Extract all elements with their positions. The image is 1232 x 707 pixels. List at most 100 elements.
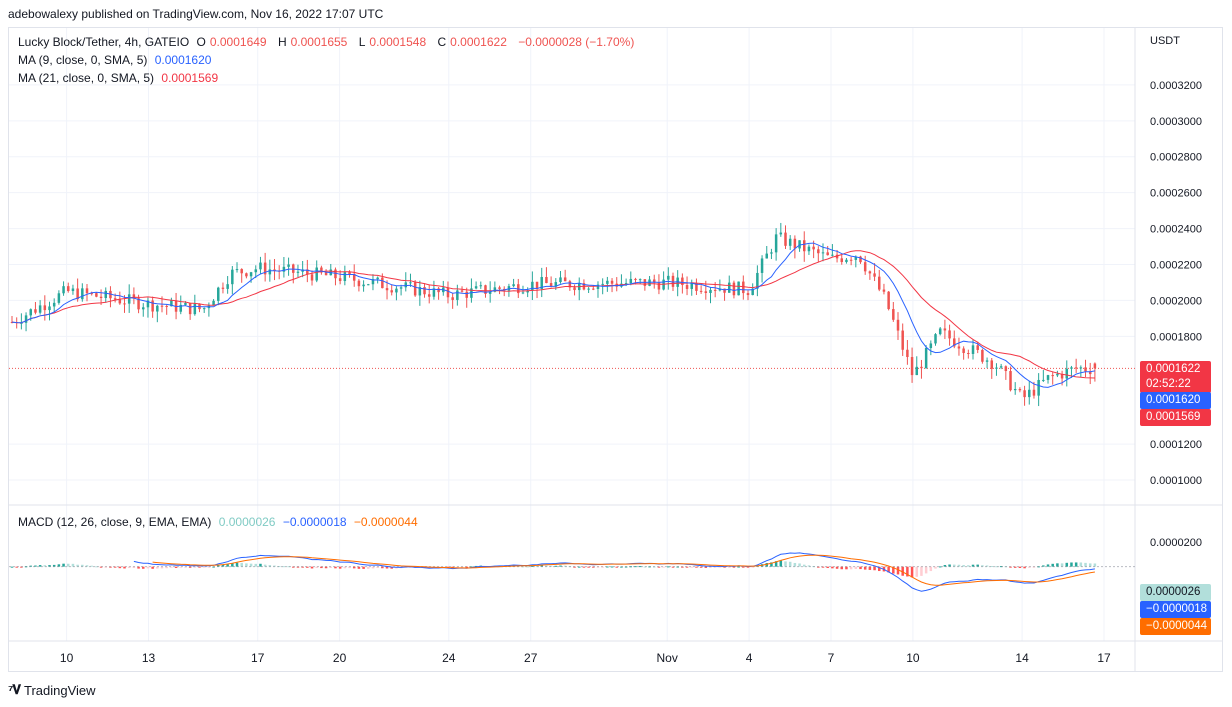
candle-body	[113, 298, 117, 300]
macd-hist-bar	[151, 566, 154, 569]
candle-body	[990, 360, 994, 369]
macd-hist-bar	[137, 566, 140, 569]
macd-hist-bar	[38, 565, 42, 567]
candle-body	[1028, 389, 1031, 398]
publish-attribution: adebowalexy published on TradingView.com…	[8, 7, 384, 21]
macd-hist-bar	[127, 566, 131, 569]
candle-body	[971, 345, 975, 354]
symbol-name[interactable]: Lucky Block/Tether, 4h, GATEIO	[18, 35, 190, 49]
candle-body	[634, 278, 637, 280]
ma9-legend[interactable]: MA (9, close, 0, SMA, 5) 0.0001620	[18, 53, 215, 67]
candle-body	[667, 275, 670, 280]
macd-line-value: −0.0000018	[282, 515, 347, 529]
candle-body	[657, 282, 661, 290]
candle-body	[151, 300, 154, 312]
candle-body	[803, 240, 806, 252]
macd-hist-bar	[840, 566, 844, 570]
macd-hist-value: 0.0000026	[218, 515, 276, 529]
macd-hist-bar	[779, 560, 783, 567]
candle-body	[732, 282, 736, 296]
macd-hist-bar	[362, 566, 365, 569]
macd-hist-bar	[52, 564, 56, 567]
macd-hist-bar	[563, 565, 567, 567]
candle-body	[624, 283, 628, 285]
candle-body	[259, 262, 262, 270]
macd-hist-bar	[587, 566, 590, 568]
macd-hist-bar	[10, 566, 14, 568]
candle-body	[343, 272, 347, 282]
ma21-legend[interactable]: MA (21, close, 0, SMA, 5) 0.0001569	[18, 71, 222, 85]
macd-hist-bar	[742, 566, 745, 568]
candle-body	[310, 274, 314, 281]
macd-hist-bar	[1018, 566, 1022, 568]
ma9-value: 0.0001620	[154, 53, 212, 67]
candle-body	[1065, 368, 1069, 379]
candle-body	[296, 271, 300, 273]
ohlc-legend[interactable]: Lucky Block/Tether, 4h, GATEIO O 0.000164…	[18, 35, 635, 49]
macd-hist-bar	[198, 566, 201, 568]
macd-hist-bar	[207, 566, 211, 568]
candle-body	[254, 269, 258, 273]
candle-body	[1084, 367, 1087, 372]
macd-hist-bar	[71, 563, 75, 567]
candle-body	[1093, 363, 1097, 369]
macd-hist-bar	[43, 565, 47, 567]
macd-hist-bar	[920, 566, 923, 576]
macd-hist-bar	[202, 566, 206, 568]
candle-body	[713, 289, 717, 291]
candle-body	[531, 281, 534, 291]
candle-body	[488, 291, 492, 294]
candle-body	[723, 288, 726, 293]
macd-hist-bar	[545, 565, 548, 567]
macd-hist-bar	[470, 566, 473, 568]
macd-hist-bar	[1088, 563, 1092, 567]
macd-hist-bar	[95, 566, 98, 568]
candle-body	[104, 290, 108, 299]
candle-body	[638, 279, 642, 281]
macd-hist-bar	[352, 566, 356, 569]
macd-hist-bar	[174, 566, 178, 569]
candle-body	[249, 272, 253, 277]
candle-body	[498, 287, 501, 289]
candle-body	[821, 252, 825, 254]
candle-body	[470, 288, 473, 298]
macd-hist-bar	[634, 566, 637, 568]
macd-hist-bar	[240, 562, 243, 567]
candle-body	[746, 293, 750, 296]
grid-lines	[9, 28, 1135, 641]
candle-body	[451, 297, 454, 300]
candle-body	[156, 305, 159, 312]
macd-hist-bar	[948, 564, 951, 567]
candle-body	[217, 287, 220, 301]
macd-hist-bar	[245, 563, 248, 567]
candle-body	[146, 300, 150, 308]
macd-hist-bar	[221, 564, 225, 567]
candle-body	[1051, 375, 1054, 377]
candle-body	[784, 232, 787, 246]
candle-body	[221, 287, 225, 289]
time-axis-ticks: 10 13 17 20 24 27 Nov 4 7 10 14 17	[60, 651, 1111, 665]
candle-body	[521, 292, 525, 294]
candle-body	[601, 283, 604, 285]
candle-body	[835, 254, 839, 259]
candle-body	[456, 290, 459, 300]
macd-signal-tag: −0.0000044	[1140, 618, 1211, 635]
candle-body	[1032, 389, 1036, 396]
chart-frame	[8, 27, 1223, 672]
candle-body	[231, 269, 234, 285]
macd-hist-bar	[1056, 563, 1059, 567]
macd-hist-bar	[887, 566, 890, 573]
ma9-line	[11, 242, 1095, 388]
macd-hist-bar	[690, 566, 693, 568]
candle-body	[263, 262, 267, 275]
candle-body	[1004, 366, 1008, 372]
macd-hist-bar	[774, 561, 778, 567]
candle-body	[967, 353, 970, 355]
macd-legend[interactable]: MACD (12, 26, close, 9, EMA, EMA) 0.0000…	[18, 515, 422, 529]
tradingview-brand[interactable]: ⁷𝐕 TradingView	[8, 682, 96, 698]
macd-hist-bar	[1051, 563, 1054, 567]
candle-body	[67, 286, 70, 292]
candle-body	[849, 259, 853, 261]
candle-body	[282, 266, 286, 272]
